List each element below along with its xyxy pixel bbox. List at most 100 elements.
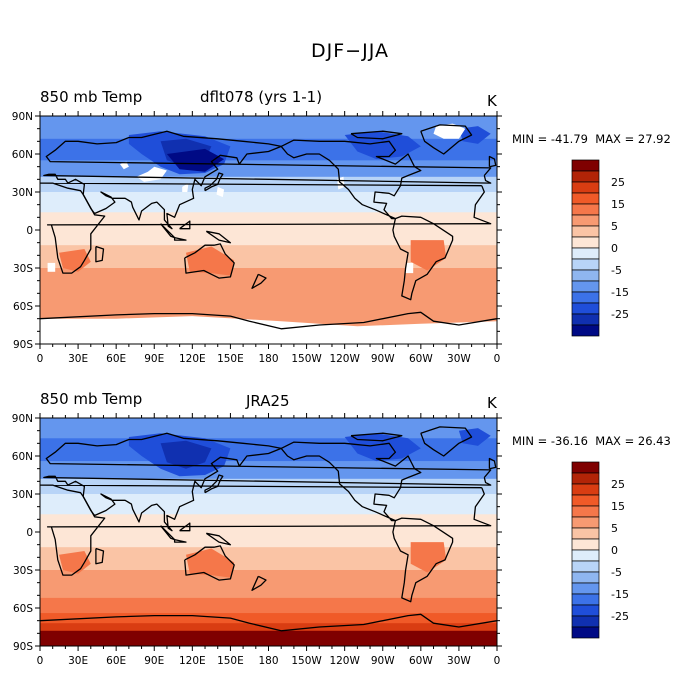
colorbar-swatch [571, 258, 600, 271]
lon-tick-label: 90W [371, 655, 395, 667]
lat-tick-label: 60S [13, 301, 33, 313]
temperature-band [40, 597, 497, 614]
colorbar-swatch [571, 302, 600, 315]
colorbar-label: 25 [611, 176, 625, 189]
lon-tick-label: 120W [329, 353, 360, 365]
colorbar-swatch [571, 280, 600, 293]
coastline [488, 155, 497, 168]
map-content [40, 116, 497, 344]
coastline [173, 236, 187, 241]
colorbar-swatch [571, 247, 600, 260]
colorbar: 25 15 5 0 -5 -15 -25 [571, 461, 629, 639]
panel-reanalysis: 850 mb Temp JRA25 K 90N 60N 30N 0 30S 60S 90S 0… [0, 390, 700, 690]
colorbar-swatch [571, 324, 600, 337]
colorbar-label: 0 [611, 242, 618, 255]
lon-tick-label: 60E [106, 655, 126, 667]
panel-source-label: JRA25 [246, 392, 290, 410]
lon-tick-label: 150E [217, 353, 244, 365]
temperature-band [40, 227, 497, 246]
temperature-patch [59, 551, 91, 574]
lon-tick-label: 0 [37, 655, 44, 667]
panel-variable-label: 850 mb Temp [40, 88, 143, 106]
lon-tick-label: 0 [37, 353, 44, 365]
colorbar-swatch [571, 516, 600, 529]
temperature-band [40, 418, 497, 439]
colorbar-swatch [571, 571, 600, 584]
lat-tick-label: 30S [13, 565, 33, 577]
lon-tick-label: 30W [447, 655, 471, 667]
lon-tick-label: 90W [371, 353, 395, 365]
colorbar-swatch [571, 549, 600, 562]
colorbar-swatch [571, 291, 600, 304]
coastline [43, 130, 492, 230]
coastline [420, 426, 473, 457]
lat-tick-label: 0 [26, 225, 33, 237]
colorbar-swatch [571, 170, 600, 183]
lon-tick-label: 150W [291, 353, 322, 365]
colorbar-swatch [571, 461, 600, 474]
lon-tick-label: 0 [494, 655, 501, 667]
temperature-band [40, 138, 497, 161]
colorbar-swatch [571, 225, 600, 238]
missing-data-mask [433, 123, 466, 139]
colorbar-swatch [571, 203, 600, 216]
colorbar-swatch [571, 313, 600, 326]
coastline [43, 432, 492, 532]
temperature-map: 90N 60N 30N 0 30S 60S 90S 0 30E 60E 90E 120E 150E 180… [12, 413, 502, 667]
lon-tick-label: 150E [217, 655, 244, 667]
temperature-patch [186, 246, 235, 276]
min-value: -36.16 [550, 434, 588, 448]
temperature-patch [458, 126, 491, 144]
map-axes: 90N 60N 30N 0 30S 60S 90S 0 30E 60E 90E 120E 150E 180… [12, 111, 502, 365]
map-axes: 90N 60N 30N 0 30S 60S 90S 0 30E 60E 90E 120E 150E 180… [12, 413, 502, 667]
temperature-band [40, 438, 497, 462]
coastline [184, 545, 235, 581]
coastline [40, 182, 492, 274]
coastline [173, 538, 187, 543]
temperature-patch [59, 249, 91, 272]
colorbar-label: -15 [611, 588, 629, 601]
lon-tick-label: 120E [179, 655, 206, 667]
coastline [179, 522, 191, 532]
coastline [280, 441, 422, 522]
lon-tick-label: 120W [329, 655, 360, 667]
colorbar-swatch [571, 505, 600, 518]
temperature-patch [410, 240, 447, 271]
temperature-band [40, 245, 497, 269]
coastline [160, 525, 176, 541]
coastline [488, 457, 497, 470]
colorbar-label: 25 [611, 478, 625, 491]
min-value: -41.79 [550, 132, 588, 146]
temperature-band [40, 514, 497, 530]
lat-tick-label: 30N [12, 489, 33, 501]
panel-units-label: K [487, 92, 497, 110]
colorbar-label: -25 [611, 610, 629, 623]
missing-data-mask [40, 316, 497, 344]
coastline [160, 223, 176, 239]
temperature-band [40, 613, 497, 624]
coastline [40, 484, 492, 576]
lon-tick-label: 150W [291, 655, 322, 667]
coastline [204, 474, 224, 494]
lon-tick-label: 30E [68, 655, 88, 667]
lon-tick-label: 30E [68, 353, 88, 365]
colorbar-swatch [571, 236, 600, 249]
coastline [184, 243, 235, 279]
missing-data-mask [405, 262, 414, 274]
lat-tick-label: 30N [12, 187, 33, 199]
temperature-patch [186, 548, 235, 578]
colorbar-swatch [571, 527, 600, 540]
coastline [420, 124, 473, 155]
coastline [251, 273, 267, 289]
max-value: 26.43 [637, 434, 671, 448]
colorbar-swatch [571, 472, 600, 485]
coastline [251, 575, 267, 591]
temperature-band [40, 630, 497, 646]
lon-tick-label: 60W [409, 655, 433, 667]
lon-tick-label: 60W [409, 353, 433, 365]
temperature-band [40, 192, 497, 213]
temperature-band [40, 570, 497, 599]
colorbar-swatch [571, 181, 600, 194]
temperature-map: 90N 60N 30N 0 30S 60S 90S 0 30E 60E 90E 120E 150E 180… [12, 111, 502, 365]
coastline [40, 613, 497, 632]
